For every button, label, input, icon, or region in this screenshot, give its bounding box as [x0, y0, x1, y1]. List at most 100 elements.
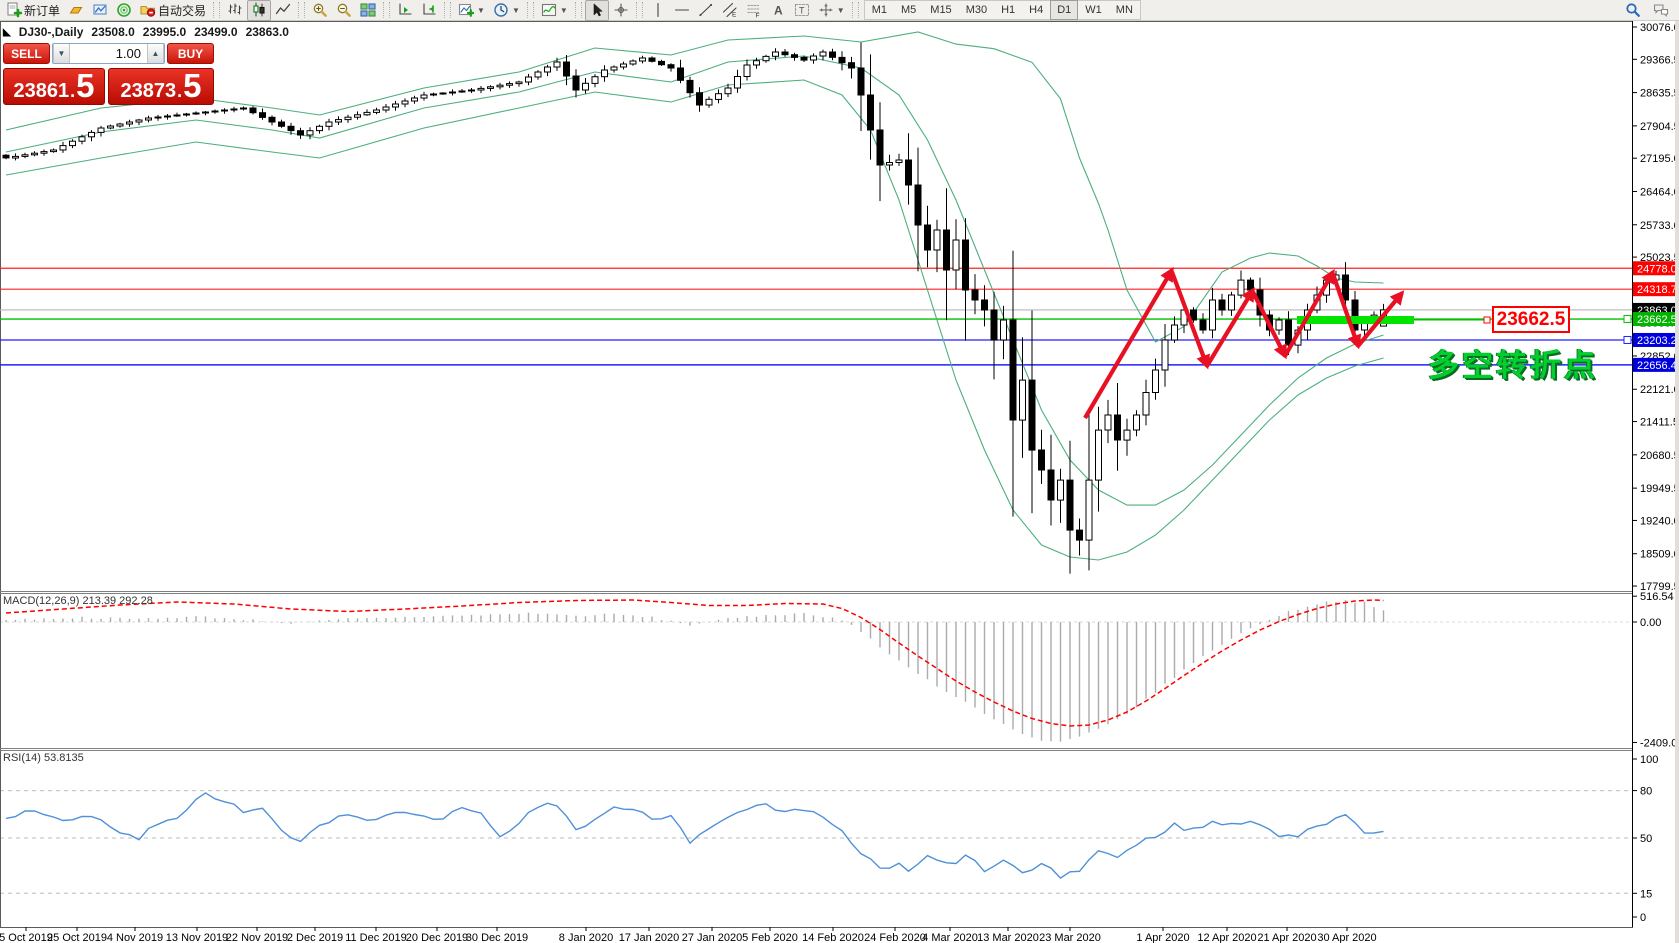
trend-zigzag-arrows[interactable]	[1083, 266, 1405, 420]
buy-button[interactable]: BUY	[167, 43, 214, 64]
level-line-handle[interactable]	[1623, 315, 1632, 324]
chinese-annotation-text[interactable]: 多空转折点	[1428, 348, 1598, 383]
timeframe-H4[interactable]: H4	[1029, 4, 1044, 16]
volume-input[interactable]: 1.00	[115, 46, 141, 61]
timeframe-MN[interactable]: MN	[1115, 4, 1133, 16]
bars-icon	[228, 3, 242, 15]
buy-price-tile[interactable]: 23873 . 5	[108, 68, 214, 105]
signals-button[interactable]	[112, 0, 136, 21]
text-icon: A	[774, 4, 783, 18]
svg-text:80: 80	[1640, 786, 1652, 798]
timeframe-M5[interactable]: M5	[901, 4, 917, 16]
toolbar-separator	[526, 2, 534, 18]
arrows-button[interactable]: ▼	[814, 0, 849, 21]
svg-text:4 Mar 2020: 4 Mar 2020	[922, 932, 978, 943]
indicators-icon	[458, 3, 475, 17]
chat-icon-button[interactable]	[1649, 0, 1673, 21]
fibonacci-button[interactable]: F	[742, 0, 766, 21]
price-axis[interactable]: 30076.0 29366.5 28635.5 27904.5 27195.0 26464…	[1632, 21, 1679, 927]
chevron-down-icon[interactable]: ▼	[836, 5, 845, 15]
svg-text:13 Nov 2019: 13 Nov 2019	[166, 932, 228, 943]
bollinger-bands	[5, 31, 1384, 561]
svg-text:21 Apr 2020: 21 Apr 2020	[1257, 932, 1316, 943]
rsi-indicator-label: RSI(14) 53.8135	[3, 752, 84, 764]
level-line-handle[interactable]	[1623, 335, 1632, 344]
chat-icon	[1653, 4, 1669, 18]
clock-icon	[494, 3, 508, 17]
svg-text:17799.5: 17799.5	[1640, 581, 1679, 593]
toolbar-separator	[851, 2, 859, 18]
templates-button[interactable]: ▼	[537, 0, 572, 21]
price-label-box[interactable]: 23662.5	[1492, 306, 1570, 333]
template-icon	[541, 3, 556, 17]
svg-text:22656.4: 22656.4	[1637, 360, 1677, 372]
sell-price-tile[interactable]: 23861 . 5	[3, 68, 105, 105]
indicators-button[interactable]: ▼	[454, 0, 489, 21]
buy-price-dot: .	[177, 81, 183, 101]
ohlc-low: 23499.0	[194, 25, 238, 39]
tile-icon	[360, 3, 376, 17]
svg-text:F: F	[755, 13, 759, 19]
svg-text:27 Jan 2020: 27 Jan 2020	[682, 932, 743, 943]
label-icon: T	[794, 3, 809, 17]
svg-text:30 Apr 2020: 30 Apr 2020	[1317, 932, 1376, 943]
zoom-out-button[interactable]	[332, 0, 356, 21]
crosshair-icon	[614, 3, 628, 17]
cursor-button[interactable]	[584, 0, 609, 21]
crosshair-button[interactable]	[609, 0, 633, 21]
zoom-in-button[interactable]	[308, 0, 332, 21]
timeframe-W1[interactable]: W1	[1085, 4, 1102, 16]
sell-button[interactable]: SELL	[3, 43, 50, 64]
rsi-axis: 100 80 50 15 0	[1632, 754, 1658, 924]
timeframe-M1[interactable]: M1	[871, 4, 887, 16]
toolbar-separator	[298, 2, 306, 18]
chart-ohlc-header: ◣ DJ30-,Daily 23508.0 23995.0 23499.0 23…	[3, 25, 289, 39]
tile-windows-button[interactable]	[356, 0, 380, 21]
svg-text:22121.0: 22121.0	[1640, 384, 1679, 396]
bar-chart-button[interactable]	[223, 0, 247, 21]
trendline-button[interactable]	[694, 0, 718, 21]
timeframe-H1[interactable]: H1	[1001, 4, 1016, 16]
hline-button[interactable]	[670, 0, 694, 21]
svg-text:13 Mar 2020: 13 Mar 2020	[977, 932, 1039, 943]
auto-scroll-button[interactable]	[393, 0, 417, 21]
macd-pane	[1, 599, 1631, 742]
support-highlight-bar[interactable]	[1297, 316, 1414, 324]
candle-chart-button[interactable]	[247, 0, 272, 21]
history-center-button[interactable]	[88, 0, 112, 21]
buy-price-main: 23873	[120, 80, 177, 102]
chevron-down-icon[interactable]: ▼	[511, 5, 520, 15]
charts-button[interactable]	[64, 0, 88, 21]
timeframe-M30[interactable]: M30	[965, 4, 988, 16]
svg-text:12 Apr 2020: 12 Apr 2020	[1197, 932, 1256, 943]
volume-decrease-icon[interactable]: ▼	[53, 44, 70, 63]
search-icon-button[interactable]	[1621, 0, 1645, 21]
flag-handle[interactable]	[1483, 316, 1491, 324]
one-click-collapse-icon[interactable]: ◣	[3, 26, 11, 38]
svg-text:23203.2: 23203.2	[1637, 335, 1677, 347]
toolbar-separator	[383, 2, 391, 18]
line-chart-button[interactable]	[271, 0, 295, 21]
svg-text:25 Oct 2019: 25 Oct 2019	[47, 932, 107, 943]
chevron-down-icon[interactable]: ▼	[477, 5, 485, 15]
vline-button[interactable]	[646, 0, 670, 21]
chevron-down-icon[interactable]: ▼	[559, 5, 568, 15]
signal-icon	[117, 3, 131, 17]
periods-button[interactable]: ▼	[489, 0, 524, 21]
new-order-button[interactable]: 新订单	[2, 0, 64, 21]
timeframe-D1[interactable]: D1	[1050, 0, 1079, 20]
text-button[interactable]: A	[766, 0, 790, 21]
channel-button[interactable]: E	[718, 0, 742, 21]
volume-increase-icon[interactable]: ▲	[147, 44, 164, 63]
timeframe-M15[interactable]: M15	[930, 4, 952, 16]
fibo-icon: F	[747, 4, 761, 19]
toolbar-separator	[574, 2, 582, 18]
auto-trading-button[interactable]: 自动交易	[136, 0, 210, 21]
sell-price-main: 23861	[13, 80, 70, 102]
chart-shift-button[interactable]	[417, 0, 441, 21]
gold-icon	[69, 6, 83, 14]
label-button[interactable]: T	[790, 0, 814, 21]
svg-text:30076.0: 30076.0	[1640, 22, 1679, 34]
